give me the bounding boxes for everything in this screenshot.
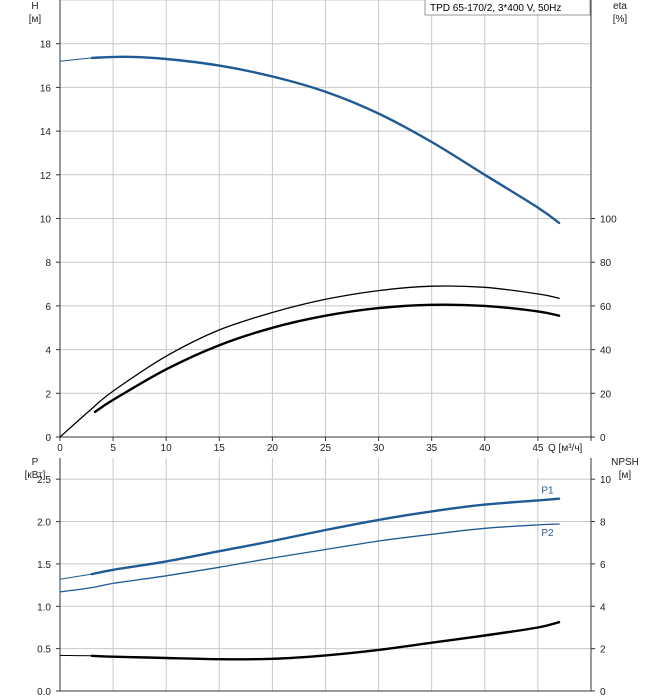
top-left-tick-label: 10 [40, 215, 52, 226]
p1-curve [90, 497, 561, 576]
x-tick-label: 40 [479, 443, 491, 454]
x-tick-label: 25 [320, 443, 332, 454]
x-tick-label: 45 [532, 443, 544, 454]
bottom-right-tick-label: 10 [600, 475, 612, 486]
power-axis-unit: [кВт] [25, 470, 46, 481]
power-axis-title: P [32, 457, 39, 468]
npsh-axis-title: NPSH [611, 457, 639, 468]
p1-curve-extension [59, 573, 93, 580]
npsh-axis-unit: [м] [619, 470, 632, 481]
bottom-right-tick-label: 2 [600, 645, 606, 656]
efficiency-curve-1 [59, 285, 560, 438]
top-left-tick-label: 0 [45, 433, 51, 444]
efficiency-curve-2 [93, 303, 561, 414]
top-right-tick-label: 80 [600, 258, 612, 269]
head-curve [90, 55, 561, 225]
p2-curve [59, 523, 560, 593]
top-right-tick-label: 100 [600, 215, 617, 226]
bottom-right-tick-label: 0 [600, 687, 606, 698]
x-tick-label: 20 [267, 443, 279, 454]
y-left-axis-title: H [31, 1, 38, 12]
y-right-axis-unit: [%] [613, 14, 628, 25]
top-right-tick-label: 0 [600, 433, 606, 444]
bottom-left-tick-label: 2.5 [37, 475, 51, 486]
top-left-tick-label: 2 [45, 389, 51, 400]
bottom-right-tick-label: 8 [600, 518, 606, 529]
x-tick-label: 0 [57, 443, 63, 454]
x-tick-label: 30 [373, 443, 385, 454]
y-left-axis-unit: [м] [29, 14, 42, 25]
bottom-left-tick-label: 1.0 [37, 602, 51, 613]
bottom-left-tick-label: 2.0 [37, 518, 51, 529]
top-right-tick-label: 20 [600, 389, 612, 400]
bottom-left-tick-label: 0.5 [37, 645, 51, 656]
top-left-tick-label: 8 [45, 258, 51, 269]
top-right-tick-label: 60 [600, 302, 612, 313]
top-left-tick-label: 12 [40, 171, 52, 182]
y-right-axis-title: eta [613, 1, 627, 12]
top-left-tick-label: 4 [45, 346, 51, 357]
p1-series-label: P1 [541, 486, 554, 497]
top-left-tick-label: 14 [40, 127, 52, 138]
head-curve-extension [59, 57, 93, 62]
x-axis-title: Q [м³/ч] [548, 443, 583, 454]
bottom-right-tick-label: 6 [600, 560, 606, 571]
npsh-curve [90, 621, 561, 661]
x-tick-label: 35 [426, 443, 438, 454]
chart-title: TPD 65-170/2, 3*400 V, 50Hz [430, 3, 561, 14]
top-left-tick-label: 6 [45, 302, 51, 313]
x-tick-label: 10 [161, 443, 173, 454]
x-tick-label: 15 [214, 443, 226, 454]
p2-series-label: P2 [541, 528, 554, 539]
bottom-left-tick-label: 1.5 [37, 560, 51, 571]
title-box [424, 0, 591, 16]
top-left-tick-label: 16 [40, 83, 52, 94]
bottom-left-tick-label: 0.0 [37, 687, 51, 698]
x-tick-label: 5 [110, 443, 116, 454]
top-right-tick-label: 40 [600, 346, 612, 357]
top-left-tick-label: 18 [40, 40, 52, 51]
bottom-right-tick-label: 4 [600, 602, 606, 613]
